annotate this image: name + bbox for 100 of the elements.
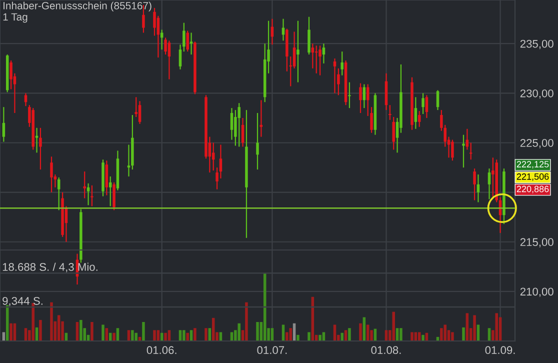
bar: [153, 330, 156, 341]
candlestick: [50, 156, 53, 193]
bar: [50, 302, 53, 341]
bar: [186, 332, 189, 341]
bar: [308, 332, 310, 341]
candlestick: [83, 170, 86, 199]
candlestick: [418, 110, 421, 128]
x-tick-label: 01.08.: [371, 346, 401, 354]
bar: [362, 317, 366, 341]
bar: [444, 324, 446, 341]
bar: [238, 323, 240, 341]
candlestick: [186, 30, 189, 52]
candlestick: [436, 90, 440, 111]
candlestick: [388, 104, 392, 120]
candlestick: [39, 127, 42, 170]
candlestick: [138, 100, 142, 124]
bar: [462, 327, 465, 341]
candlestick: [348, 82, 351, 109]
bar: [392, 312, 395, 341]
candlestick: [90, 184, 94, 207]
bar: [204, 328, 208, 341]
candlestick: [230, 107, 234, 140]
bar: [112, 332, 116, 341]
bar: [400, 328, 402, 341]
x-tick-label: 01.06.: [146, 346, 176, 354]
candlestick: [86, 182, 90, 206]
candlestick: [422, 92, 424, 115]
bar: [451, 332, 454, 341]
bar: [256, 322, 259, 341]
candlestick: [35, 127, 38, 154]
bar: [39, 320, 42, 341]
y-tick-label: 230,00: [520, 89, 554, 99]
bar: [473, 315, 476, 341]
candlestick: [160, 29, 164, 50]
candlestick: [238, 102, 240, 148]
candlestick: [296, 20, 300, 83]
bar: [466, 313, 469, 341]
x-tick-label: 01.07.: [257, 346, 287, 354]
bar: [440, 328, 443, 341]
annotation: 220,886: [516, 186, 549, 194]
candlestick: [256, 112, 259, 170]
bar: [245, 302, 248, 341]
candlestick: [2, 106, 6, 142]
bar: [194, 328, 196, 341]
candlestick: [108, 176, 112, 207]
bar: [32, 302, 34, 341]
bar: [340, 332, 344, 341]
bar: [422, 334, 424, 341]
candlestick: [492, 157, 494, 199]
candlestick: [469, 142, 472, 160]
candlestick: [318, 45, 322, 76]
candlestick: [333, 58, 336, 94]
bar: [286, 332, 288, 341]
bar: [495, 313, 498, 341]
bar: [348, 328, 351, 341]
bar: [142, 322, 145, 341]
candlestick: [134, 96, 138, 118]
candlestick: [362, 84, 366, 109]
candlestick: [24, 92, 28, 107]
annotation: 222,125: [516, 161, 549, 168]
bar: [410, 332, 414, 341]
bar: [359, 323, 362, 341]
bar: [498, 317, 502, 341]
candlestick: [359, 82, 362, 114]
bar: [164, 332, 167, 341]
bar: [90, 322, 94, 341]
candlestick: [105, 160, 108, 196]
candlestick: [462, 134, 465, 168]
y-tick-label: 215,00: [520, 238, 554, 248]
bar: [131, 330, 134, 341]
candlestick: [488, 168, 491, 200]
y-tick-label: 225,00: [520, 139, 554, 148]
bar: [296, 334, 300, 341]
candlestick: [311, 43, 314, 69]
candlestick: [322, 43, 326, 64]
bar: [102, 324, 104, 341]
candlestick: [476, 174, 480, 203]
candlestick: [292, 31, 296, 69]
candlestick: [392, 116, 395, 150]
candlestick: [308, 16, 310, 56]
candlestick: [57, 176, 60, 211]
candlestick: [260, 100, 263, 138]
candlestick: [314, 45, 318, 74]
bar: [80, 320, 82, 341]
y-tick-label: 210,00: [520, 288, 554, 297]
candlestick: [451, 139, 454, 162]
bar: [134, 332, 138, 341]
bar: [318, 334, 322, 341]
candlestick: [168, 40, 171, 80]
ref-line-label: 9,344 S.: [2, 296, 42, 306]
candlestick: [219, 144, 222, 179]
candlestick: [425, 94, 428, 119]
text: 1 Tag: [3, 13, 28, 23]
candlestick: [112, 182, 116, 211]
bar: [182, 330, 186, 341]
y-tick-label: 235,00: [520, 40, 554, 50]
bar: [289, 328, 292, 341]
candlestick: [473, 168, 476, 201]
candlestick: [190, 32, 193, 56]
annotation: 221,506: [516, 173, 549, 181]
